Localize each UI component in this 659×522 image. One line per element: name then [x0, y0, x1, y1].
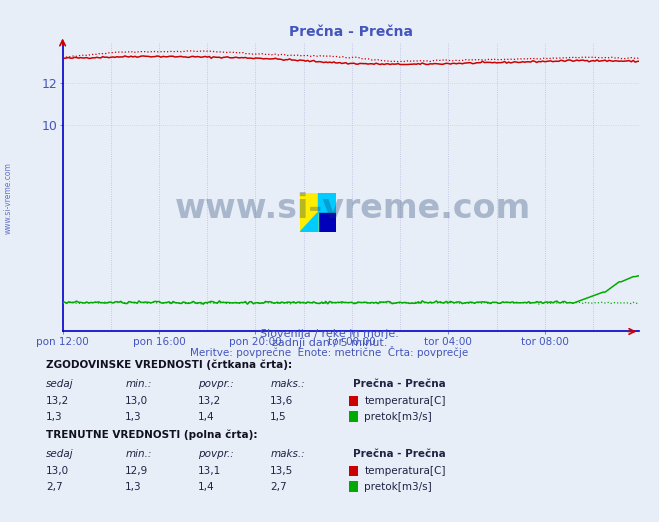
Text: zadnji dan / 5 minut.: zadnji dan / 5 minut. [272, 338, 387, 348]
Text: 13,0: 13,0 [46, 466, 69, 476]
Text: maks.:: maks.: [270, 449, 305, 459]
Text: 1,5: 1,5 [270, 412, 287, 422]
Text: Meritve: povprečne  Enote: metrične  Črta: povprečje: Meritve: povprečne Enote: metrične Črta:… [190, 346, 469, 358]
Text: 2,7: 2,7 [46, 482, 63, 492]
Text: 1,4: 1,4 [198, 412, 214, 422]
Text: temperatura[C]: temperatura[C] [364, 396, 446, 406]
Text: Slovenija / reke in morje.: Slovenija / reke in morje. [260, 329, 399, 339]
Text: povpr.:: povpr.: [198, 379, 233, 389]
Bar [300, 193, 318, 213]
Polygon shape [300, 213, 318, 232]
Text: 13,2: 13,2 [198, 396, 221, 406]
Text: 1,3: 1,3 [46, 412, 63, 422]
Polygon shape [300, 213, 318, 232]
Text: ZGODOVINSKE VREDNOSTI (črtkana črta):: ZGODOVINSKE VREDNOSTI (črtkana črta): [46, 360, 292, 370]
Text: sedaj: sedaj [46, 379, 74, 389]
Text: 13,0: 13,0 [125, 396, 148, 406]
Text: pretok[m3/s]: pretok[m3/s] [364, 412, 432, 422]
Text: min.:: min.: [125, 449, 152, 459]
Title: Prečna - Prečna: Prečna - Prečna [289, 25, 413, 39]
Text: Prečna - Prečna: Prečna - Prečna [353, 379, 445, 389]
Text: 2,7: 2,7 [270, 482, 287, 492]
Text: 13,5: 13,5 [270, 466, 293, 476]
Text: 12,9: 12,9 [125, 466, 148, 476]
Text: min.:: min.: [125, 379, 152, 389]
Text: 1,3: 1,3 [125, 412, 142, 422]
Polygon shape [300, 213, 318, 232]
Bar [318, 193, 336, 213]
Text: 1,3: 1,3 [125, 482, 142, 492]
Text: maks.:: maks.: [270, 379, 305, 389]
Text: temperatura[C]: temperatura[C] [364, 466, 446, 476]
Text: 13,6: 13,6 [270, 396, 293, 406]
Text: www.si-vreme.com: www.si-vreme.com [175, 192, 530, 226]
Text: www.si-vreme.com: www.si-vreme.com [4, 162, 13, 234]
Text: 1,4: 1,4 [198, 482, 214, 492]
Text: povpr.:: povpr.: [198, 449, 233, 459]
Text: TRENUTNE VREDNOSTI (polna črta):: TRENUTNE VREDNOSTI (polna črta): [46, 430, 258, 440]
Text: 13,2: 13,2 [46, 396, 69, 406]
Text: 13,1: 13,1 [198, 466, 221, 476]
Text: sedaj: sedaj [46, 449, 74, 459]
Text: Prečna - Prečna: Prečna - Prečna [353, 449, 445, 459]
Polygon shape [300, 213, 318, 232]
Bar [318, 213, 336, 232]
Text: pretok[m3/s]: pretok[m3/s] [364, 482, 432, 492]
